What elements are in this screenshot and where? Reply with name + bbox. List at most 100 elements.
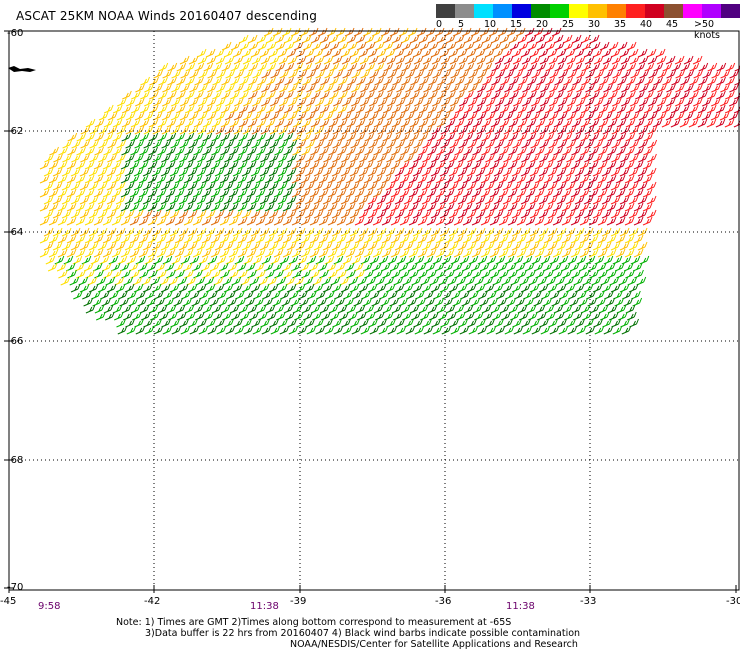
- wind-barb: [392, 90, 402, 100]
- wind-barb: [149, 76, 159, 86]
- wind-barb: [286, 195, 297, 205]
- wind-barb: [351, 97, 361, 107]
- wind-barb: [494, 111, 505, 121]
- wind-barb: [462, 160, 473, 170]
- wind-barb: [363, 174, 374, 184]
- wind-barb: [599, 62, 610, 72]
- wind-barb: [428, 90, 438, 100]
- wind-barb: [337, 304, 348, 314]
- wind-barb: [444, 216, 455, 226]
- wind-barb: [408, 248, 419, 258]
- wind-barb: [126, 255, 137, 265]
- wind-barb: [302, 62, 313, 72]
- wind-barb: [519, 276, 530, 286]
- wind-barb: [482, 76, 492, 86]
- wind-barb: [255, 188, 266, 198]
- wind-barb: [601, 241, 612, 251]
- wind-barb: [224, 139, 235, 149]
- wind-barb: [611, 139, 622, 149]
- wind-barb: [476, 125, 487, 135]
- wind-barb: [345, 160, 356, 170]
- wind-barb: [309, 234, 320, 244]
- wind-barb: [94, 304, 105, 314]
- wind-barb: [547, 209, 558, 219]
- wind-barb: [450, 83, 460, 93]
- wind-barb: [323, 153, 333, 163]
- wind-barb: [353, 297, 364, 307]
- wind-barb: [94, 146, 104, 156]
- wind-barb: [502, 227, 513, 237]
- wind-barb: [552, 160, 563, 170]
- wind-barb: [162, 325, 173, 335]
- wind-barb: [338, 90, 348, 100]
- wind-barb: [495, 83, 505, 93]
- wind-barb: [553, 104, 564, 114]
- wind-barb: [171, 325, 182, 335]
- wind-barb: [711, 83, 721, 93]
- wind-barb: [471, 174, 482, 184]
- wind-barb: [529, 283, 540, 293]
- wind-barb: [154, 290, 164, 300]
- wind-barb: [588, 174, 599, 184]
- wind-barb: [671, 90, 681, 100]
- wind-barb: [459, 325, 470, 335]
- wind-barb: [250, 195, 261, 205]
- wind-barb: [205, 195, 216, 205]
- wind-barb: [533, 297, 544, 307]
- wind-barb: [309, 174, 320, 184]
- wind-barb: [583, 181, 594, 191]
- wind-barb: [382, 146, 392, 156]
- wind-barb: [133, 209, 144, 219]
- wind-barb: [101, 297, 112, 307]
- wind-barb: [615, 202, 626, 212]
- wind-barb: [504, 69, 515, 79]
- wind-barb: [283, 118, 294, 128]
- wind-barb: [400, 269, 410, 279]
- wind-barb: [75, 202, 86, 212]
- wind-barb: [574, 209, 585, 219]
- wind-barb: [291, 202, 302, 212]
- wind-barb: [561, 248, 572, 258]
- wind-barb: [644, 90, 654, 100]
- wind-barb: [401, 62, 412, 72]
- wind-barb: [444, 160, 455, 170]
- wind-barb: [157, 304, 168, 314]
- wind-barb: [387, 83, 397, 93]
- wind-barb: [232, 283, 243, 293]
- wind-barb: [84, 234, 95, 244]
- wind-barb: [697, 104, 708, 114]
- wind-barb: [268, 241, 279, 251]
- wind-barb: [403, 181, 414, 191]
- wind-barb: [592, 283, 603, 293]
- wind-barb: [612, 255, 623, 265]
- wind-barb: [121, 118, 132, 128]
- wind-barb: [552, 188, 563, 198]
- wind-barb: [579, 202, 590, 212]
- wind-barb: [265, 146, 275, 156]
- wind-barb: [289, 290, 299, 300]
- wind-barb: [207, 325, 218, 335]
- wind-barb: [214, 227, 225, 237]
- wind-barb: [378, 69, 389, 79]
- wind-barb: [199, 290, 209, 300]
- wind-barb: [279, 97, 289, 107]
- wind-barb: [247, 304, 258, 314]
- wind-barb: [475, 167, 486, 177]
- wind-barb: [599, 90, 609, 100]
- wind-barb: [435, 216, 446, 226]
- wind-barb: [477, 69, 488, 79]
- wind-barb: [405, 69, 416, 79]
- wind-barb: [259, 181, 270, 191]
- wind-barb: [545, 76, 555, 86]
- wind-barb: [239, 62, 250, 72]
- wind-barb: [508, 269, 518, 279]
- wind-barb: [530, 111, 541, 121]
- wind-barb: [331, 283, 342, 293]
- wind-barb: [542, 262, 553, 272]
- time-label: 11:38: [506, 601, 535, 612]
- wind-barb: [382, 104, 393, 114]
- wind-barb: [377, 125, 388, 135]
- wind-barb: [331, 209, 342, 219]
- wind-barb: [102, 202, 113, 212]
- wind-barb: [284, 41, 295, 51]
